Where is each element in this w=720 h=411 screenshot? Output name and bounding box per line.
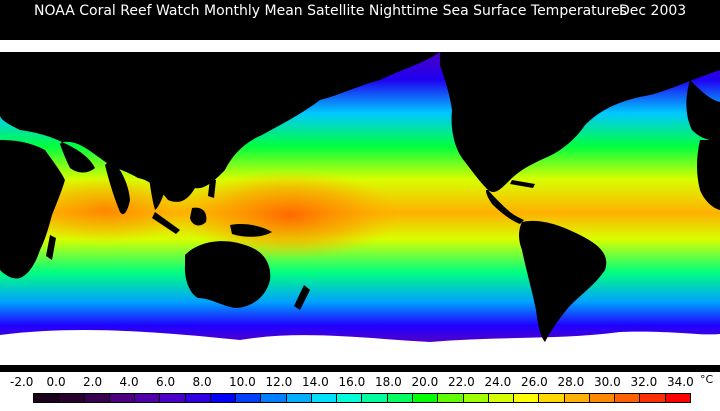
legend-swatch [438, 394, 464, 402]
legend-swatch [539, 394, 565, 402]
color-legend: -2.0 0.0 2.0 4.0 6.0 8.0 10.0 12.0 14.0 16.0 18.0 2… [0, 372, 720, 411]
legend-tick-label: 30.0 [594, 375, 621, 389]
legend-tick-label: 20.0 [411, 375, 439, 389]
legend-swatch [286, 394, 312, 402]
new-zealand [294, 285, 310, 310]
philippines [208, 178, 216, 198]
indian-ocean-warm [25, 175, 185, 245]
legend-tick-label: 10.0 [229, 375, 256, 389]
legend-swatch [665, 394, 690, 402]
legend-swatch [387, 394, 413, 402]
legend-swatch [236, 394, 262, 402]
legend-tick-label: 18.0 [375, 375, 402, 389]
cuba [510, 180, 535, 188]
legend-tick-label: 14.0 [302, 375, 329, 389]
legend-swatch [185, 394, 211, 402]
legend-tick-label: 24.0 [484, 375, 512, 389]
japan [229, 110, 240, 140]
legend-swatch [514, 394, 540, 402]
europe-west [686, 80, 720, 141]
legend-swatch [488, 394, 515, 402]
legend-tick-label: 22.0 [448, 375, 475, 389]
legend-tick-label: 28.0 [557, 375, 585, 389]
legend-swatch [160, 394, 186, 402]
legend-tick-label: 4.0 [119, 375, 139, 389]
indochina [148, 160, 166, 210]
arabia [60, 142, 95, 173]
land-masses [0, 52, 720, 372]
legend-tick-label: 16.0 [338, 375, 366, 389]
legend-tick-label: 32.0 [630, 375, 658, 389]
legend-swatch [564, 394, 590, 402]
legend-swatch [337, 394, 363, 402]
legend-swatch [84, 394, 110, 402]
legend-swatch [135, 394, 161, 402]
india [105, 158, 130, 215]
legend-swatch [261, 394, 287, 402]
legend-tick-label: 6.0 [156, 375, 176, 389]
legend-tick-label: 12.0 [265, 375, 293, 389]
north-america [440, 52, 720, 192]
legend-tick-label: 2.0 [83, 375, 103, 389]
legend-tick-label: 8.0 [192, 375, 212, 389]
legend-tick-label: 34.0 [667, 375, 694, 389]
western-pacific-warm-pool [180, 170, 400, 260]
legend-tick-label: 0.0 [46, 375, 66, 389]
sumatra [152, 212, 180, 234]
south-america [519, 220, 607, 342]
legend-swatch [640, 394, 666, 402]
legend-swatch [412, 394, 439, 402]
legend-swatch [210, 394, 237, 402]
africa-west [697, 140, 720, 210]
legend-tick-label: -2.0 [10, 375, 34, 389]
sst-map [0, 40, 720, 372]
new-guinea [230, 223, 272, 237]
legend-unit: °C [700, 373, 714, 386]
borneo [190, 207, 207, 226]
map-title: NOAA Coral Reef Watch Monthly Mean Satel… [34, 3, 627, 19]
legend-tick-label: 26.0 [521, 375, 548, 389]
legend-swatch [589, 394, 616, 402]
madagascar [46, 235, 56, 260]
legend-swatch [59, 394, 85, 402]
central-america [486, 190, 524, 224]
legend-swatch [362, 394, 388, 402]
greenland [610, 52, 690, 85]
antarctica-edge [0, 365, 720, 372]
legend-swatch [109, 394, 136, 402]
africa [0, 140, 65, 279]
legend-swatch [463, 394, 489, 402]
legend-swatch [34, 394, 60, 402]
map-title-bar: NOAA Coral Reef Watch Monthly Mean Satel… [0, 0, 720, 40]
map-date: Dec 2003 [619, 3, 687, 19]
color-scale [33, 393, 691, 403]
australia [184, 241, 271, 308]
legend-swatch [615, 394, 641, 402]
legend-swatch [311, 394, 338, 402]
